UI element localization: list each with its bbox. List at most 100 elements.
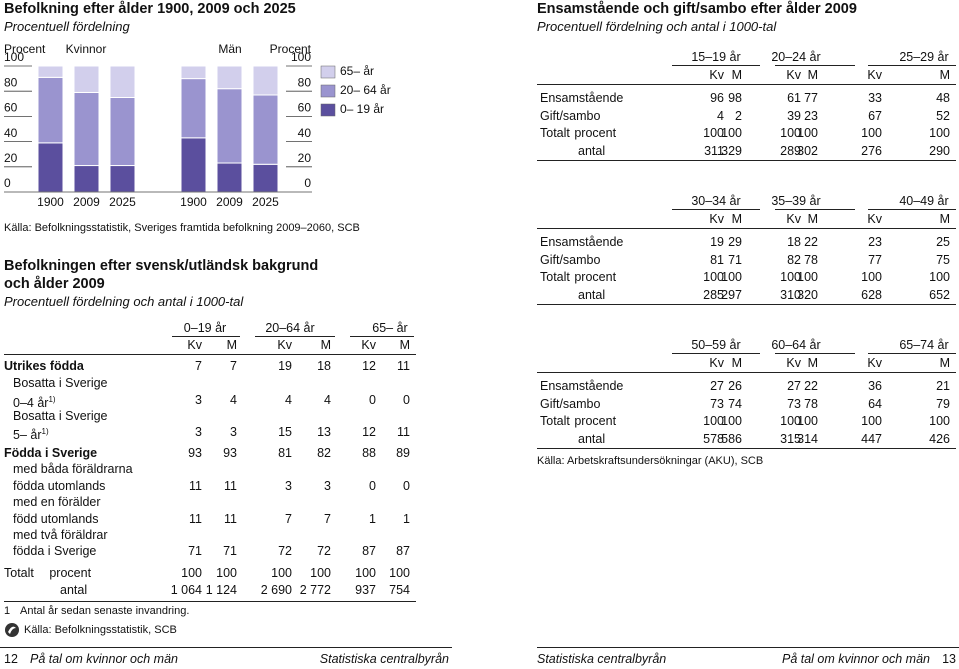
section-subtitle: Procentuell fördelning och antal i 1000-… — [537, 19, 777, 34]
cell: 7 — [324, 512, 331, 526]
row-label: Gift/sambo — [540, 108, 601, 123]
bar-segment — [73, 91, 100, 167]
bar-segment — [73, 165, 100, 193]
cell: 100 — [780, 414, 801, 428]
row-label: Totalt procent — [540, 414, 617, 428]
row-label: Totalt procent — [4, 566, 92, 580]
cell: 81 — [278, 446, 292, 460]
cell: 93 — [188, 446, 202, 460]
cell: 88 — [362, 446, 376, 460]
y-tick-label: 0 — [4, 176, 11, 190]
header-rule — [4, 354, 416, 355]
column-group: 20–24 år — [771, 50, 821, 64]
column-header: Kv — [867, 212, 882, 226]
column-header: M — [731, 212, 742, 226]
header-rule — [537, 84, 956, 85]
cell: 27 — [787, 379, 801, 393]
cell: 297 — [721, 287, 742, 302]
column-header: Kv — [709, 356, 724, 370]
cell: 13 — [317, 425, 331, 439]
cell: 73 — [787, 396, 801, 411]
cell: 100 — [271, 566, 292, 580]
column-header: M — [320, 338, 331, 352]
cell: 3 — [195, 425, 202, 439]
row-label: Födda i Sverige — [4, 446, 98, 460]
cell: 87 — [396, 544, 410, 558]
bar-segment — [109, 65, 136, 98]
cell: 315 — [780, 431, 801, 446]
cell: 52 — [936, 108, 950, 123]
cell: 2 772 — [299, 583, 331, 597]
column-group: 0–19 år — [183, 321, 227, 335]
cell: 285 — [703, 287, 724, 302]
column-header: Kv — [277, 338, 292, 352]
row-label: antal — [578, 287, 606, 302]
table-rule — [4, 601, 416, 602]
cell: 82 — [787, 252, 801, 267]
y-tick-label: 60 — [4, 101, 18, 115]
cell: 29 — [728, 235, 742, 249]
cell: 11 — [189, 479, 202, 493]
header-rule — [537, 228, 956, 229]
legend-label: 20– 64 år — [340, 83, 391, 97]
bar-segment — [73, 65, 100, 93]
column-group: 20–64 år — [265, 321, 315, 335]
cell: 100 — [797, 126, 818, 140]
row-label: Totalt procent — [540, 126, 617, 140]
group-label: Män — [218, 42, 241, 56]
table-rule — [537, 448, 956, 449]
cell: 21 — [936, 379, 950, 393]
section-title: Ensamstående och gift/sambo efter ålder … — [537, 1, 857, 17]
footnote: Antal år sedan senaste invandring. — [20, 605, 190, 617]
row-label: Gift/sambo — [540, 396, 601, 411]
cell: 578 — [703, 431, 724, 446]
header-rule — [172, 336, 240, 337]
header-rule — [868, 353, 956, 354]
header-rule — [775, 65, 855, 66]
row-label: antal — [578, 143, 606, 158]
footnote-number: 1 — [4, 605, 11, 617]
cell: 23 — [804, 108, 818, 123]
row-label: 0–4 år1) — [13, 392, 56, 410]
cell: 71 — [223, 544, 237, 558]
table-source: Källa: Befolkningsstatistik, SCB — [24, 624, 177, 636]
cell: 3 — [324, 479, 331, 493]
cell: 310 — [780, 287, 801, 302]
cell: 18 — [787, 235, 801, 249]
cell: 289 — [780, 143, 801, 158]
column-header: M — [807, 68, 818, 82]
x-tick-label: 2009 — [216, 195, 243, 209]
cell: 19 — [710, 235, 724, 249]
header-rule — [255, 336, 335, 337]
cell: 4 — [230, 393, 237, 407]
cell: 1 — [369, 512, 376, 526]
bar-segment — [37, 65, 64, 78]
cell: 100 — [703, 414, 724, 428]
chart-subtitle: Procentuell fördelning — [4, 19, 130, 34]
cell: 11 — [224, 512, 237, 526]
cell: 15 — [278, 425, 292, 439]
cell: 79 — [936, 396, 950, 411]
cell: 100 — [861, 414, 882, 428]
legend-swatch — [320, 84, 336, 98]
table-title: Befolkningen efter svensk/utländsk bakgr… — [4, 258, 319, 274]
cell: 0 — [369, 393, 376, 407]
cell: 22 — [804, 379, 818, 393]
row-label-text: 5– år — [13, 428, 42, 443]
footer-rule — [0, 647, 452, 648]
running-title: På tal om kvinnor och män — [30, 652, 178, 666]
table-title: och ålder 2009 — [4, 276, 105, 292]
y-tick-label: 20 — [4, 151, 18, 165]
bar-segment — [180, 78, 207, 139]
column-group: 65– år — [372, 321, 408, 335]
bar-segment — [252, 94, 279, 165]
cell: 290 — [929, 143, 950, 158]
column-group: 65–74 år — [899, 338, 949, 352]
row-label: med två föräldrar — [13, 528, 108, 542]
column-group: 50–59 år — [691, 338, 741, 352]
row-label: Bosatta i Sverige — [13, 409, 108, 423]
y-tick-label: 60 — [298, 101, 312, 115]
bar-segment — [252, 163, 279, 193]
cell: 652 — [929, 287, 950, 302]
cell: 4 — [285, 393, 292, 407]
